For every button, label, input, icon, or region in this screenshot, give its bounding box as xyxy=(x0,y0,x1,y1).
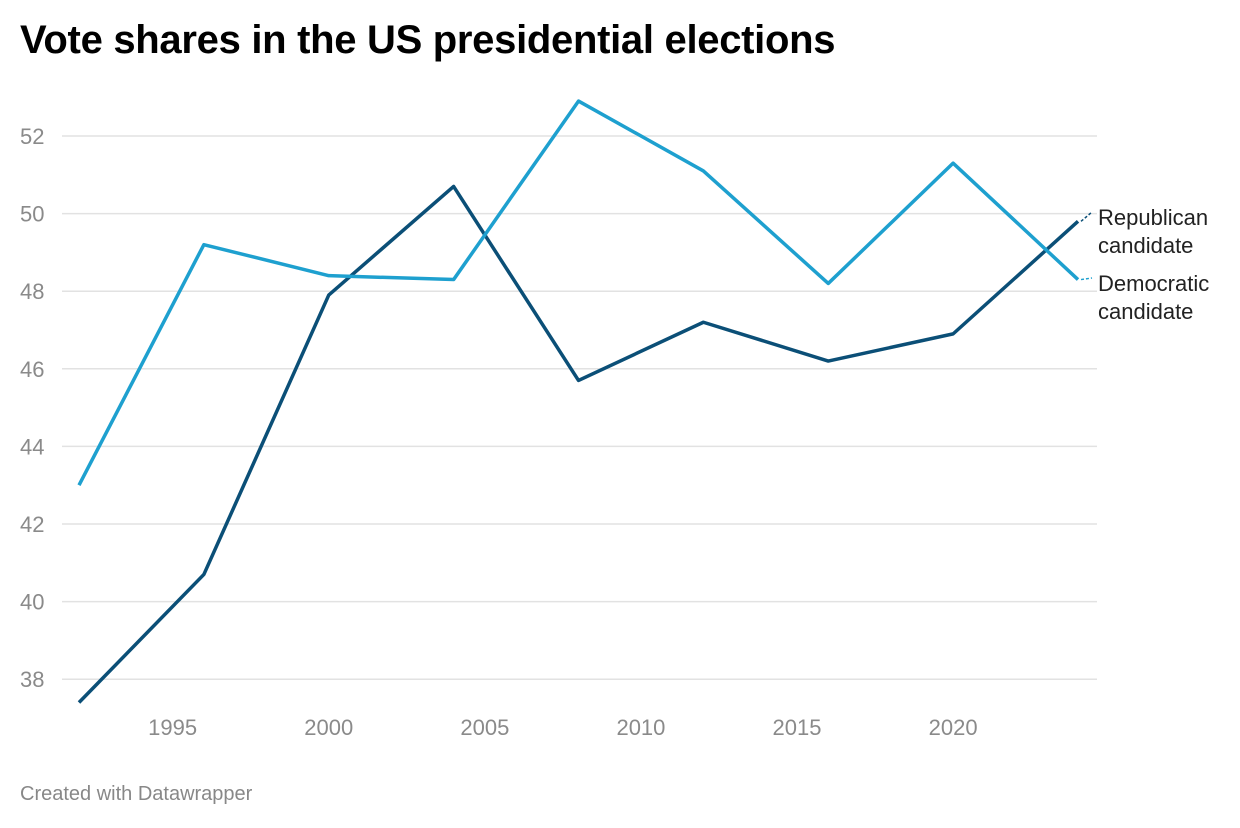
x-tick-label: 2020 xyxy=(929,715,978,740)
series-label: candidate xyxy=(1098,233,1193,258)
label-connector xyxy=(1080,211,1093,222)
chart-title: Vote shares in the US presidential elect… xyxy=(20,18,836,62)
y-tick-label: 46 xyxy=(20,357,44,382)
x-tick-label: 2000 xyxy=(304,715,353,740)
x-tick-label: 2015 xyxy=(773,715,822,740)
x-tick-label: 2010 xyxy=(616,715,665,740)
series-label: Republican xyxy=(1098,205,1208,230)
y-tick-label: 48 xyxy=(20,279,44,304)
x-tick-label: 2005 xyxy=(460,715,509,740)
y-tick-label: 40 xyxy=(20,590,44,615)
footer-credit: Created with Datawrapper xyxy=(20,783,253,805)
label-connector xyxy=(1080,277,1093,281)
series-label: Democratic xyxy=(1098,271,1209,296)
y-tick-label: 42 xyxy=(20,512,44,537)
y-tick-label: 52 xyxy=(20,124,44,149)
series-line-democratic xyxy=(77,99,1080,487)
series-label: candidate xyxy=(1098,299,1193,324)
y-tick-label: 44 xyxy=(20,434,44,459)
y-tick-label: 38 xyxy=(20,667,44,692)
series-line-republican xyxy=(77,184,1080,704)
x-tick-label: 1995 xyxy=(148,715,197,740)
y-tick-label: 50 xyxy=(20,202,44,227)
